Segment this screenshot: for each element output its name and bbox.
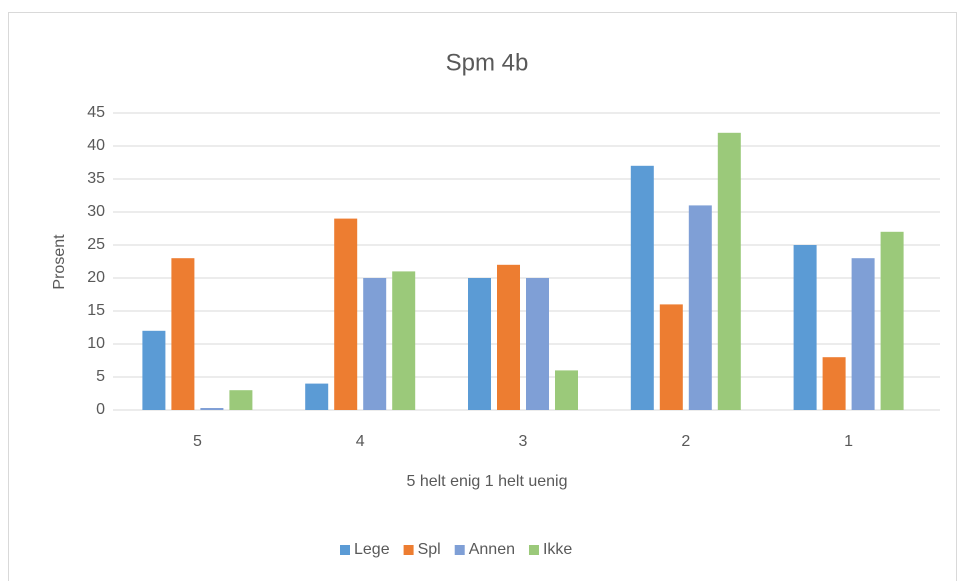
x-tick-label: 3: [519, 433, 528, 450]
bar: [392, 271, 416, 410]
y-axis-label: Prosent: [51, 234, 68, 290]
bar: [171, 258, 195, 410]
bar: [363, 278, 387, 410]
legend-swatch: [403, 545, 414, 555]
legend-swatch: [528, 545, 539, 555]
y-tick-label: 30: [87, 203, 105, 220]
bar: [200, 408, 224, 410]
bar: [630, 165, 654, 410]
y-tick-label: 45: [87, 104, 105, 121]
bar: [334, 218, 358, 410]
y-tick-label: 0: [96, 401, 105, 418]
bar: [659, 304, 683, 410]
x-tick-label: 4: [356, 433, 365, 450]
legend-label: Lege: [354, 541, 390, 558]
y-tick-label: 5: [96, 368, 105, 385]
legend-swatch: [340, 545, 350, 555]
bar: [526, 278, 549, 410]
x-axis-label: 5 helt enig 1 helt uenig: [406, 473, 567, 490]
y-tick-label: 40: [87, 137, 105, 154]
bar: [497, 264, 520, 410]
bar: [717, 132, 741, 411]
bar: [468, 278, 491, 410]
legend-swatch: [454, 545, 465, 555]
bar: [688, 205, 712, 410]
bar: [555, 370, 578, 410]
chart-title: Spm 4b: [446, 49, 529, 76]
x-tick-label: 1: [844, 433, 853, 450]
x-tick-label: 5: [193, 433, 202, 450]
bar: [142, 330, 166, 410]
legend-label: Annen: [469, 541, 515, 558]
bar: [880, 231, 904, 410]
bar: [822, 357, 846, 410]
y-tick-label: 35: [87, 170, 105, 187]
bar: [793, 245, 817, 410]
bar: [305, 383, 329, 410]
y-tick-label: 20: [87, 269, 105, 286]
legend-label: Ikke: [543, 541, 572, 558]
y-tick-label: 10: [87, 335, 105, 352]
y-tick-label: 25: [87, 236, 105, 253]
bar: [229, 390, 253, 410]
x-tick-label: 2: [681, 433, 690, 450]
legend-label: Spl: [418, 541, 441, 558]
bar: [851, 258, 875, 410]
y-tick-label: 15: [87, 302, 105, 319]
